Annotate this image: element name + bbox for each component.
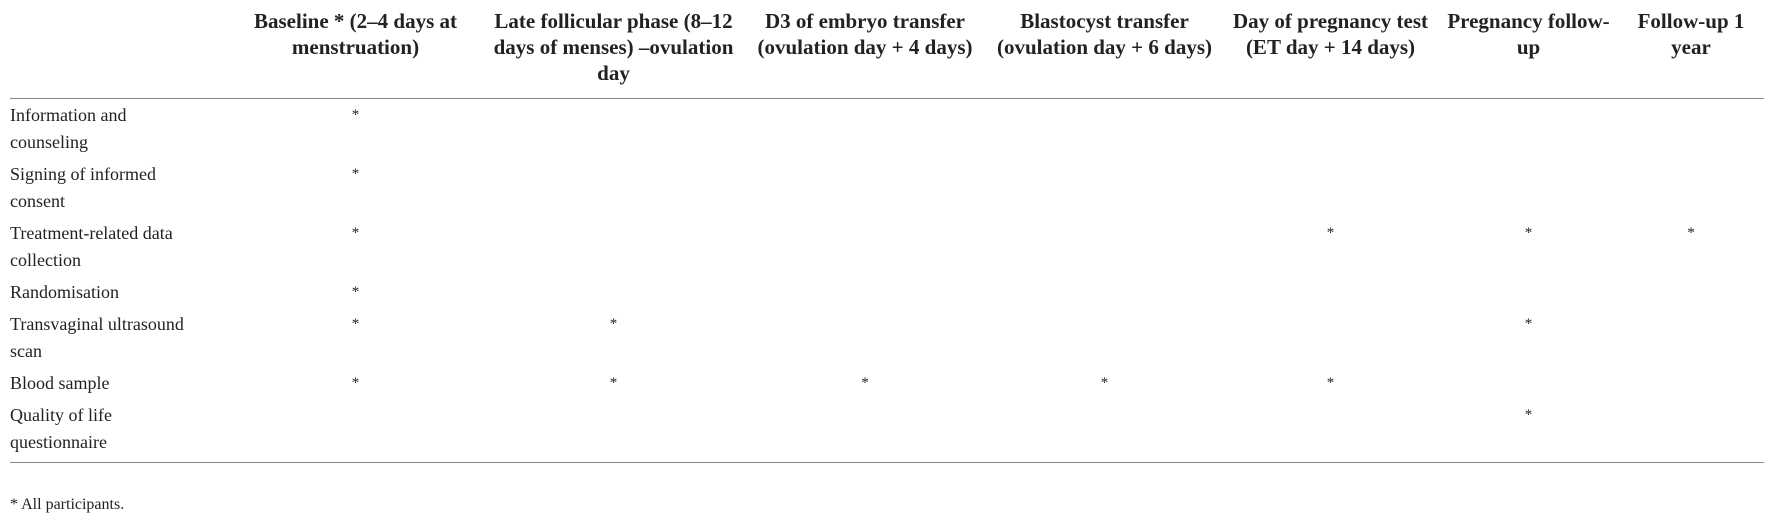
table-cell: *: [351, 107, 360, 123]
table-row: Transvaginal ultrasound scan * * *: [10, 308, 1764, 367]
table-cell: [987, 99, 1222, 159]
table-cell: [1222, 308, 1439, 367]
table-cell: [1618, 276, 1764, 308]
column-header: Blastocyst transfer (ovulation day + 6 d…: [987, 6, 1222, 99]
table-cell: *: [351, 166, 360, 182]
row-label: Blood sample: [10, 373, 110, 393]
table-cell: [1222, 399, 1439, 463]
table-cell: [484, 217, 743, 276]
table-cell: *: [609, 316, 618, 332]
row-label: Information and counseling: [10, 105, 127, 152]
table-cell: [484, 399, 743, 463]
table-cell: [1618, 399, 1764, 463]
table-cell: [743, 217, 987, 276]
table-cell: [987, 399, 1222, 463]
table-cell: *: [1687, 225, 1695, 241]
table-cell: *: [351, 375, 360, 391]
table-cell: [987, 158, 1222, 217]
table-header: Baseline * (2–4 days at menstruation) Lat…: [10, 6, 1764, 99]
table-cell: *: [1524, 316, 1533, 332]
column-header: D3 of embryo transfer (ovulation day + 4…: [743, 6, 987, 99]
row-label: Treatment-related data collection: [10, 223, 173, 270]
table-cell: [743, 399, 987, 463]
table-row: Signing of informed consent *: [10, 158, 1764, 217]
column-header: Follow-up 1 year: [1618, 6, 1764, 99]
footnote: * All participants.: [10, 496, 125, 513]
table-cell: *: [1439, 399, 1618, 463]
table-cell: [1618, 99, 1764, 159]
table-cell: *: [1326, 375, 1335, 391]
table-cell: *: [609, 375, 618, 391]
table-cell: [484, 158, 743, 217]
table-cell: *: [1524, 225, 1533, 241]
table-cell: [1222, 99, 1439, 159]
table-cell: *: [351, 284, 360, 300]
column-header: Day of pregnancy test (ET day + 14 days): [1222, 6, 1439, 99]
column-header: Late follicular phase (8–12 days of mens…: [484, 6, 743, 99]
column-header: Baseline * (2–4 days at menstruation): [227, 6, 484, 99]
table-row: Quality of life questionnaire *: [10, 399, 1764, 463]
table-cell: [227, 399, 484, 463]
table-row: Treatment-related data collection * * * *: [10, 217, 1764, 276]
table-cell: [987, 308, 1222, 367]
header-corner: [10, 6, 227, 99]
schedule-table: Baseline * (2–4 days at menstruation) Lat…: [10, 6, 1764, 463]
table-cell: *: [351, 316, 360, 332]
table-cell: [1618, 158, 1764, 217]
table-cell: *: [1100, 375, 1109, 391]
table-cell: [484, 99, 743, 159]
row-label: Quality of life questionnaire: [10, 399, 227, 463]
row-label: Signing of informed consent: [10, 164, 156, 211]
table-row: Information and counseling *: [10, 99, 1764, 159]
table-cell: [1439, 367, 1618, 399]
table-cell: [987, 276, 1222, 308]
table-cell: [743, 276, 987, 308]
table-cell: [743, 158, 987, 217]
table-cell: *: [861, 375, 869, 391]
table-cell: [987, 217, 1222, 276]
table-cell: [1439, 99, 1618, 159]
table-cell: [743, 308, 987, 367]
table-cell: [1439, 276, 1618, 308]
table-cell: *: [1326, 225, 1335, 241]
table-cell: [1618, 367, 1764, 399]
table-cell: [1222, 158, 1439, 217]
column-header: Pregnancy follow-up: [1439, 6, 1618, 99]
table-cell: [1222, 276, 1439, 308]
table-row: Randomisation *: [10, 276, 1764, 308]
table-cell: [1439, 158, 1618, 217]
table-cell: [484, 276, 743, 308]
table-body: Information and counseling * Signing of in…: [10, 99, 1764, 463]
table-row: Blood sample * * * * *: [10, 367, 1764, 399]
table-cell: [743, 99, 987, 159]
header-row: Baseline * (2–4 days at menstruation) Lat…: [10, 6, 1764, 99]
table-cell: [1618, 308, 1764, 367]
row-label: Randomisation: [10, 282, 119, 302]
table-cell: *: [351, 225, 360, 241]
row-label: Transvaginal ultrasound scan: [10, 314, 184, 361]
